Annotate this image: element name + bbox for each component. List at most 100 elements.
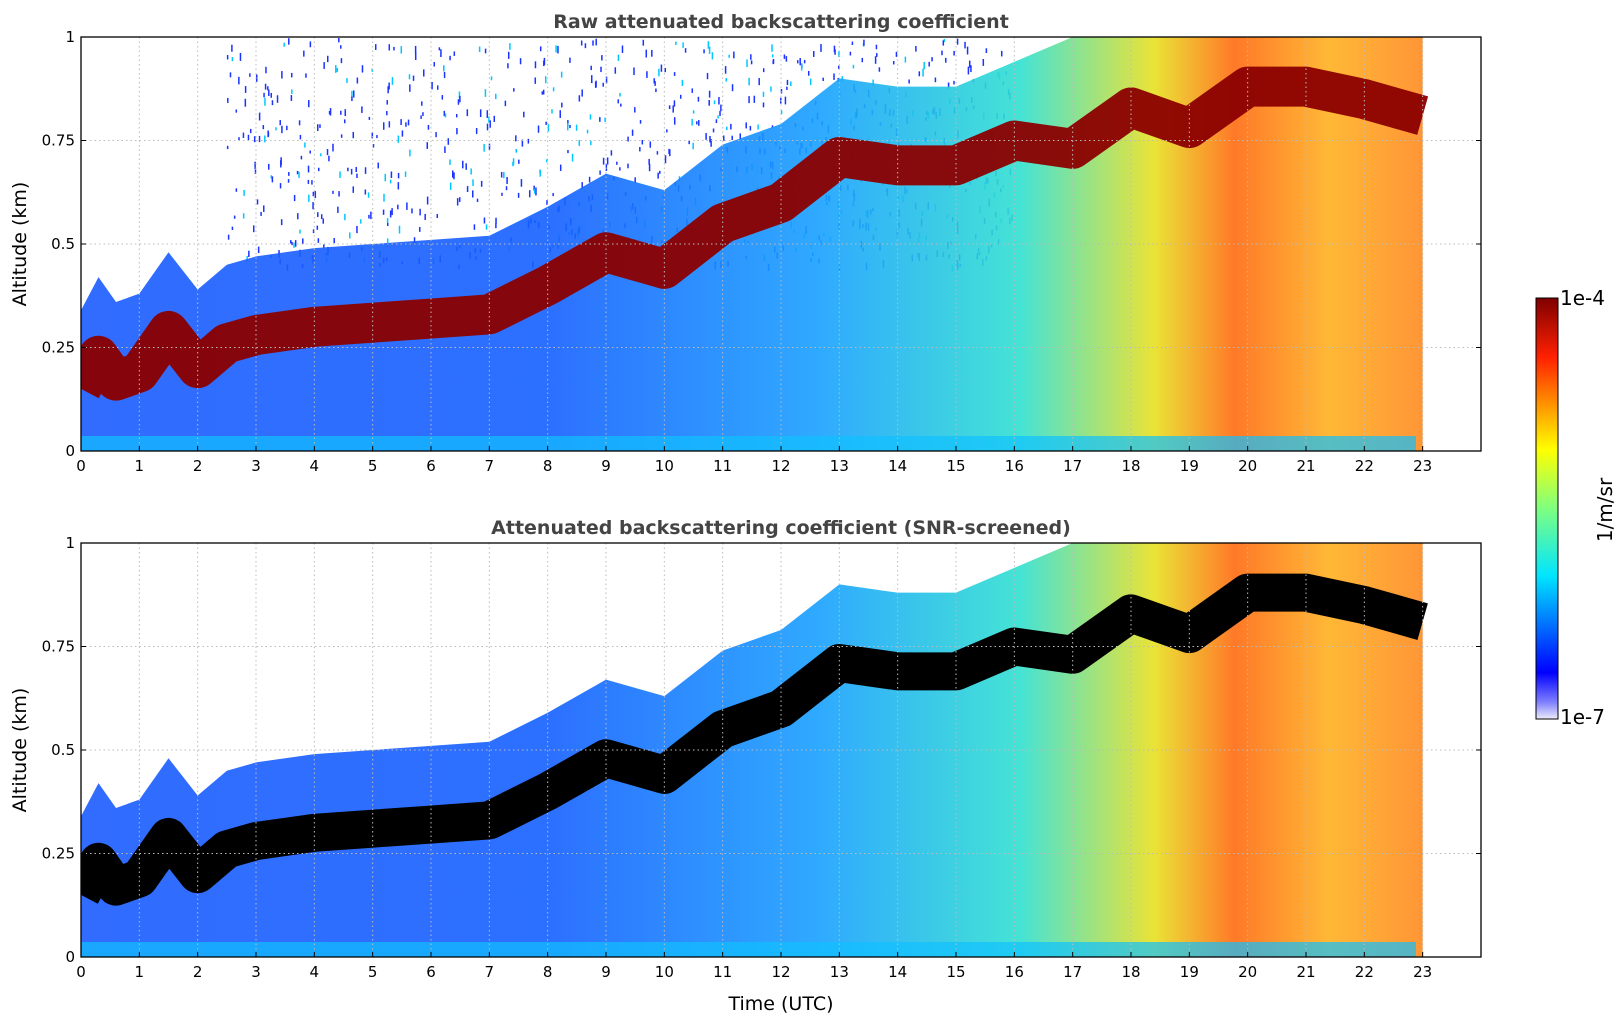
noise-speck	[309, 41, 312, 48]
panel-raw: Raw attenuated backscattering coefficien…	[9, 11, 1482, 475]
noise-speck	[982, 59, 985, 66]
noise-speck	[332, 143, 334, 152]
noise-speck	[672, 105, 674, 113]
colorbar: 1e-4 1e-7 1/m/sr	[1535, 286, 1617, 729]
noise-speck	[458, 91, 461, 99]
x-tick-label: 0	[76, 457, 86, 475]
noise-speck	[367, 192, 370, 198]
noise-speck	[539, 46, 542, 52]
noise-speck	[267, 163, 270, 170]
noise-speck	[409, 149, 411, 157]
noise-speck	[772, 59, 775, 64]
noise-speck	[970, 65, 972, 73]
noise-speck	[904, 56, 907, 63]
noise-speck	[590, 140, 592, 146]
noise-speck	[771, 44, 773, 52]
noise-speck	[338, 191, 340, 197]
noise-speck	[360, 219, 362, 224]
noise-speck	[730, 123, 732, 130]
noise-speck	[356, 173, 358, 178]
noise-speck	[371, 68, 374, 72]
noise-speck	[488, 143, 491, 150]
noise-speck	[586, 129, 589, 134]
noise-speck	[418, 227, 421, 232]
noise-speck	[876, 53, 878, 57]
noise-speck	[780, 110, 783, 115]
noise-speck	[519, 58, 522, 65]
x-tick-label: 4	[310, 963, 320, 981]
noise-speck	[281, 71, 283, 79]
noise-speck	[539, 169, 541, 177]
noise-speck	[376, 135, 378, 139]
noise-speck	[319, 124, 321, 128]
noise-speck	[616, 161, 618, 165]
noise-speck	[256, 199, 259, 205]
noise-speck	[300, 155, 303, 160]
noise-speck	[404, 171, 407, 177]
noise-speck	[320, 214, 323, 220]
noise-speck	[254, 161, 256, 170]
noise-speck	[488, 116, 490, 123]
noise-speck	[427, 125, 430, 130]
noise-speck	[619, 92, 621, 97]
noise-speck	[875, 44, 878, 50]
y-tick-label: 0	[65, 948, 75, 966]
noise-speck	[407, 119, 410, 126]
x-tick-label: 17	[1063, 457, 1082, 475]
noise-speck	[578, 95, 581, 102]
panel2-aerosol-layer	[81, 573, 1428, 906]
noise-speck	[649, 141, 652, 148]
x-tick-label: 4	[310, 457, 320, 475]
noise-speck	[233, 215, 236, 219]
noise-speck	[413, 237, 416, 245]
noise-speck	[1000, 50, 1003, 57]
noise-speck	[291, 241, 293, 246]
noise-speck	[420, 115, 422, 119]
noise-speck	[500, 172, 503, 178]
noise-speck	[356, 225, 358, 234]
noise-speck	[391, 208, 393, 216]
noise-speck	[692, 142, 694, 150]
noise-speck	[336, 67, 339, 72]
noise-speck	[323, 62, 325, 69]
noise-speck	[807, 70, 810, 76]
x-tick-label: 14	[888, 457, 907, 475]
noise-speck	[303, 50, 305, 57]
noise-speck	[688, 140, 690, 145]
noise-speck	[422, 112, 424, 116]
noise-speck	[833, 45, 836, 53]
y-tick-label: 0	[65, 442, 75, 460]
noise-speck	[928, 61, 930, 67]
noise-speck	[372, 144, 375, 148]
noise-speck	[520, 179, 523, 187]
noise-speck	[451, 170, 454, 178]
noise-speck	[476, 198, 479, 203]
noise-speck	[668, 105, 671, 110]
x-tick-label: 13	[830, 963, 849, 981]
x-tick-label: 16	[1005, 457, 1024, 475]
noise-speck	[255, 74, 258, 82]
noise-speck	[657, 172, 659, 179]
noise-speck	[918, 71, 921, 77]
noise-speck	[799, 57, 801, 66]
noise-speck	[361, 65, 364, 73]
noise-speck	[400, 46, 403, 54]
noise-speck	[852, 64, 855, 69]
noise-speck	[471, 190, 474, 198]
noise-speck	[947, 82, 950, 89]
noise-speck	[507, 51, 510, 59]
noise-speck	[408, 74, 411, 80]
colorbar-min-label: 1e-7	[1560, 705, 1605, 729]
noise-speck	[790, 81, 792, 87]
x-tick-label: 11	[713, 457, 732, 475]
noise-speck	[551, 109, 553, 114]
noise-speck	[569, 57, 571, 63]
noise-speck	[567, 150, 569, 154]
noise-speck	[964, 41, 966, 49]
noise-speck	[495, 93, 497, 100]
noise-speck	[495, 223, 497, 229]
noise-speck	[666, 129, 668, 133]
noise-speck	[317, 212, 319, 217]
x-tick-label: 10	[655, 457, 674, 475]
noise-speck	[620, 103, 622, 107]
